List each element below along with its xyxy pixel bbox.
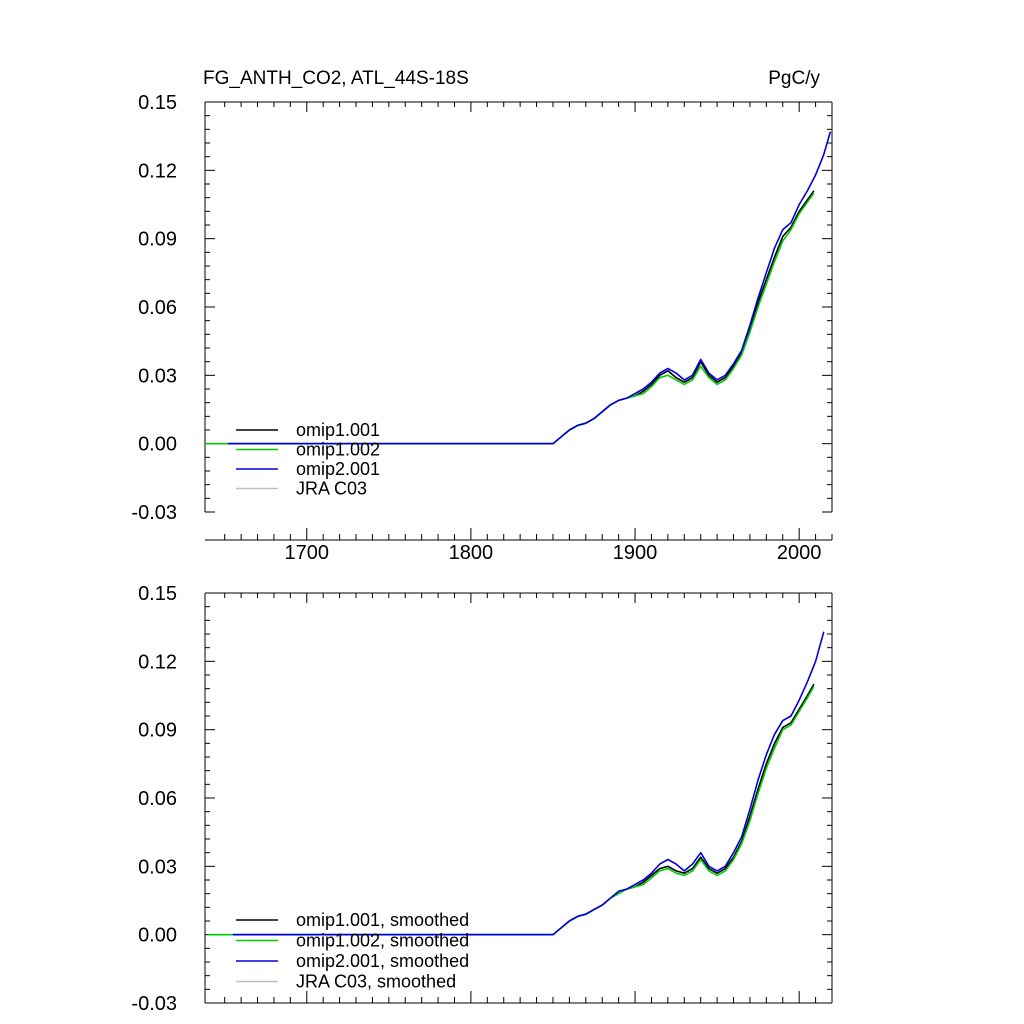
series-line-omip1-002 xyxy=(205,192,815,445)
legend-label: omip1.001, smoothed xyxy=(296,910,469,930)
y-tick-label: 0.09 xyxy=(138,229,177,251)
legend-label: JRA C03 xyxy=(296,479,367,499)
series-group xyxy=(205,131,832,445)
series-line-omip2-001 xyxy=(228,131,832,445)
y-tick-label: 0.15 xyxy=(138,92,177,114)
series-line-omip2-001-smoothed xyxy=(232,631,825,936)
y-tick-label: 0.12 xyxy=(138,651,177,673)
x-tick-label: 1700 xyxy=(285,542,330,564)
y-tick-label: 0.15 xyxy=(138,583,177,605)
y-tick-label: 0.00 xyxy=(138,925,177,947)
legend-label: omip2.001 xyxy=(296,459,380,479)
units-label: PgC/y xyxy=(768,68,820,89)
legend-label: omip2.001, smoothed xyxy=(296,951,469,971)
x-tick-label: 1800 xyxy=(449,542,494,564)
series-line-omip1-002-smoothed xyxy=(208,686,815,936)
chart-bottom: -0.03 0.00 0.03 0.06 0.09 0.12 0.15 omip1.001, … xyxy=(131,583,833,1015)
chart-title: FG_ANTH_CO2, ATL_44S-18S xyxy=(203,68,469,89)
x-tick-label: 2000 xyxy=(777,542,822,564)
x-tick-label: 1900 xyxy=(613,542,658,564)
y-tick-label: 0.03 xyxy=(138,856,177,878)
y-tick-label: -0.03 xyxy=(131,502,177,524)
legend-label: omip1.001 xyxy=(296,420,380,440)
y-tick-label: 0.06 xyxy=(138,788,177,810)
y-tick-label: 0.12 xyxy=(138,160,177,182)
series-line-omip1-001-smoothed xyxy=(232,683,815,936)
y-tick-label: 0.09 xyxy=(138,720,177,742)
y-tick-label: 0.00 xyxy=(138,434,177,456)
legend-label: omip1.002, smoothed xyxy=(296,931,469,951)
y-tick-label: 0.06 xyxy=(138,297,177,319)
y-tick-label: 0.03 xyxy=(138,365,177,387)
chart-top: -0.03 0.00 0.03 0.06 0.09 0.12 0.15 1700 1800 190… xyxy=(131,68,833,564)
series-line-omip1-001 xyxy=(228,190,815,445)
legend-label: JRA C03, smoothed xyxy=(296,972,456,992)
y-tick-label: -0.03 xyxy=(131,993,177,1015)
legend-label: omip1.002 xyxy=(296,440,380,460)
series-group xyxy=(208,631,825,936)
